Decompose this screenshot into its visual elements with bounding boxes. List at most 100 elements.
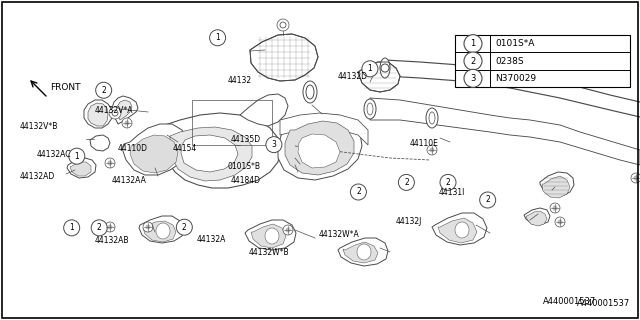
Ellipse shape (156, 223, 170, 239)
Text: 44110E: 44110E (410, 139, 438, 148)
Circle shape (108, 225, 113, 229)
Text: 44135D: 44135D (230, 135, 260, 144)
Text: 2: 2 (101, 86, 106, 95)
Polygon shape (298, 134, 340, 168)
Circle shape (283, 225, 293, 235)
Circle shape (552, 205, 557, 211)
Circle shape (143, 222, 153, 232)
Circle shape (280, 22, 286, 28)
Text: 3: 3 (271, 140, 276, 149)
Text: 3: 3 (470, 74, 476, 83)
Polygon shape (155, 113, 280, 188)
Text: FRONT: FRONT (50, 84, 81, 92)
Text: 44132V*B: 44132V*B (19, 122, 58, 131)
Circle shape (440, 174, 456, 190)
Circle shape (210, 30, 226, 46)
Text: 2: 2 (182, 223, 187, 232)
Circle shape (634, 175, 639, 180)
Polygon shape (117, 100, 132, 120)
Text: 44132AA: 44132AA (112, 176, 147, 185)
Text: 2: 2 (445, 178, 451, 187)
Circle shape (381, 64, 389, 72)
Circle shape (96, 82, 112, 98)
Text: 1: 1 (74, 152, 79, 161)
Polygon shape (540, 172, 574, 196)
Circle shape (362, 61, 378, 77)
Circle shape (125, 121, 129, 125)
Polygon shape (181, 135, 238, 172)
Circle shape (277, 19, 289, 31)
Polygon shape (343, 242, 378, 263)
Text: 44132J: 44132J (396, 217, 422, 226)
Polygon shape (358, 62, 400, 92)
Polygon shape (240, 94, 288, 126)
Polygon shape (438, 218, 477, 243)
Text: 44132W*B: 44132W*B (248, 248, 289, 257)
Polygon shape (432, 213, 487, 245)
Circle shape (124, 120, 130, 126)
Circle shape (555, 217, 565, 227)
Polygon shape (245, 220, 296, 250)
Circle shape (122, 118, 132, 128)
Text: 1: 1 (69, 223, 74, 232)
Polygon shape (143, 221, 176, 242)
Polygon shape (526, 211, 547, 226)
Circle shape (64, 220, 80, 236)
Ellipse shape (265, 228, 279, 244)
Ellipse shape (426, 108, 438, 128)
Text: 44132V*A: 44132V*A (95, 106, 133, 115)
Text: 44154: 44154 (173, 144, 197, 153)
Bar (455, 35, 630, 87)
Circle shape (464, 52, 482, 70)
Text: 1: 1 (367, 64, 372, 73)
Ellipse shape (357, 244, 371, 260)
Text: 0238S: 0238S (495, 57, 524, 66)
Circle shape (112, 110, 118, 116)
Circle shape (177, 219, 192, 235)
Circle shape (429, 148, 435, 153)
Polygon shape (70, 162, 91, 176)
Polygon shape (370, 98, 640, 165)
Circle shape (105, 158, 115, 168)
Circle shape (266, 137, 282, 153)
Circle shape (92, 220, 108, 236)
Polygon shape (251, 224, 286, 248)
Text: N370029: N370029 (495, 74, 536, 83)
Circle shape (109, 107, 121, 119)
Ellipse shape (303, 81, 317, 103)
Text: 2: 2 (356, 188, 361, 196)
Text: 44132W*A: 44132W*A (319, 230, 360, 239)
Polygon shape (338, 238, 388, 266)
Text: 1: 1 (470, 39, 476, 48)
Polygon shape (88, 103, 108, 126)
Ellipse shape (306, 85, 314, 99)
Text: 44132: 44132 (227, 76, 252, 85)
Text: 44184D: 44184D (230, 176, 260, 185)
Circle shape (105, 222, 115, 232)
Text: 44132D: 44132D (338, 72, 368, 81)
Text: A440001537: A440001537 (577, 299, 630, 308)
Circle shape (464, 35, 482, 53)
Ellipse shape (455, 222, 469, 238)
Polygon shape (67, 158, 96, 178)
Polygon shape (170, 127, 252, 181)
Polygon shape (524, 208, 550, 225)
Bar (192, 100, 272, 145)
Polygon shape (130, 135, 178, 173)
Polygon shape (90, 135, 110, 151)
Polygon shape (250, 34, 318, 81)
Text: 2: 2 (97, 223, 102, 232)
Circle shape (285, 228, 291, 233)
Text: 2: 2 (470, 57, 476, 66)
Circle shape (427, 145, 437, 155)
Ellipse shape (429, 112, 435, 124)
Text: 44132AD: 44132AD (19, 172, 54, 181)
Polygon shape (139, 216, 184, 243)
Circle shape (464, 69, 482, 87)
Circle shape (631, 173, 640, 183)
Circle shape (145, 225, 150, 229)
Text: 44132A: 44132A (197, 235, 227, 244)
Polygon shape (84, 100, 112, 128)
Circle shape (550, 203, 560, 213)
Text: 44132AC: 44132AC (36, 150, 71, 159)
